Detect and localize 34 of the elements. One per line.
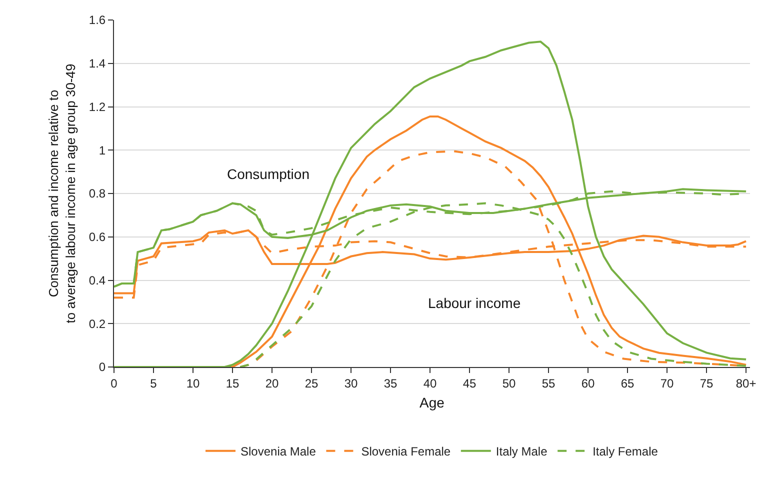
x-tick-label: 25 xyxy=(304,376,319,390)
legend-label: Slovenia Male xyxy=(240,444,316,459)
y-tick-label: 1 xyxy=(98,143,106,158)
y-tick-label: 0.8 xyxy=(88,186,106,201)
y-tick-label: 1.6 xyxy=(88,13,106,28)
y-tick-label: 0 xyxy=(98,360,106,374)
annotation: Labour income xyxy=(428,295,521,311)
x-tick-label: 15 xyxy=(226,376,240,390)
x-tick-label: 40 xyxy=(423,376,438,390)
x-tick-label: 50 xyxy=(502,376,516,390)
y-axis-title: Consumption and income relative to to average labour income in age group 30-49 xyxy=(46,64,78,324)
x-tick-label: 70 xyxy=(660,376,674,390)
y-tick-label: 0.6 xyxy=(88,230,106,244)
x-axis-title: Age xyxy=(420,394,445,411)
annotation: Consumption xyxy=(227,166,310,182)
x-tick-label: 10 xyxy=(186,376,200,390)
x-tick-label: 30 xyxy=(344,376,358,390)
legend-label: Italy Female xyxy=(592,444,658,459)
x-tick-label: 45 xyxy=(462,376,477,390)
x-tick-label: 80+ xyxy=(736,376,756,390)
x-tick-label: 60 xyxy=(581,376,596,390)
x-tick-label: 20 xyxy=(265,376,280,390)
y-tick-label: 1.2 xyxy=(88,100,106,114)
x-tick-label: 5 xyxy=(150,376,158,390)
x-tick-label: 55 xyxy=(542,376,556,390)
y-tick-label: 0.2 xyxy=(88,316,106,331)
y-tick-label: 0.4 xyxy=(88,273,106,288)
x-tick-label: 65 xyxy=(620,376,635,390)
legend-label: Slovenia Female xyxy=(361,444,451,459)
y-tick-label: 1.4 xyxy=(88,56,106,71)
x-tick-label: 0 xyxy=(110,376,118,390)
x-tick-label: 35 xyxy=(384,376,398,390)
legend-label: Italy Male xyxy=(496,444,548,459)
x-tick-label: 75 xyxy=(700,376,714,390)
